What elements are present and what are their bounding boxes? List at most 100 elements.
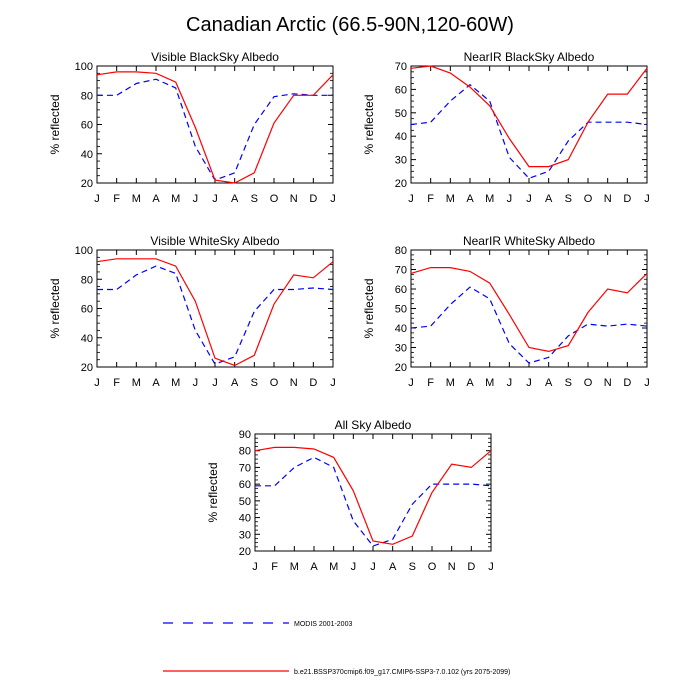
x-tick-label: S	[251, 377, 258, 389]
x-tick-label: M	[132, 193, 141, 205]
y-tick-label: 40	[81, 149, 93, 161]
y-tick-label: 80	[239, 446, 251, 458]
x-tick-label: M	[485, 193, 494, 205]
x-tick-label: A	[389, 561, 397, 573]
x-tick-label: J	[212, 193, 218, 205]
x-tick-label: D	[623, 377, 631, 389]
y-tick-label: 60	[239, 479, 251, 491]
x-tick-label: A	[231, 193, 239, 205]
legend-modis-label: MODIS 2001-2003	[294, 621, 352, 628]
x-tick-label: M	[171, 377, 180, 389]
x-tick-label: J	[526, 377, 532, 389]
x-tick-label: D	[309, 193, 317, 205]
y-axis-label: % reflected	[362, 94, 376, 154]
y-tick-label: 60	[81, 120, 93, 132]
x-tick-label: A	[310, 561, 318, 573]
x-tick-label: J	[507, 377, 513, 389]
y-tick-label: 40	[395, 131, 407, 143]
x-tick-label: J	[526, 193, 532, 205]
y-tick-label: 40	[239, 513, 251, 525]
x-tick-label: O	[428, 561, 437, 573]
x-tick-label: O	[270, 377, 279, 389]
y-tick-label: 100	[75, 61, 93, 73]
x-tick-label: S	[251, 193, 258, 205]
x-tick-label: F	[271, 561, 278, 573]
plot-frame	[254, 433, 492, 552]
x-tick-label: D	[309, 377, 317, 389]
y-tick-label: 90	[239, 429, 251, 441]
x-tick-label: F	[427, 193, 434, 205]
x-tick-label: A	[231, 377, 239, 389]
y-tick-label: 40	[395, 323, 407, 335]
x-tick-label: J	[330, 193, 336, 205]
plot-frame	[96, 249, 334, 368]
x-tick-label: S	[409, 561, 416, 573]
x-tick-label: M	[446, 377, 455, 389]
x-tick-label: A	[545, 193, 553, 205]
x-tick-label: M	[171, 193, 180, 205]
x-tick-label: A	[466, 193, 474, 205]
x-tick-label: A	[152, 377, 160, 389]
y-axis-label: % reflected	[362, 278, 376, 338]
panel-title: All Sky Albedo	[335, 418, 412, 432]
x-tick-label: J	[408, 377, 414, 389]
x-tick-label: N	[290, 377, 298, 389]
x-tick-label: S	[565, 193, 572, 205]
legend: MODIS 2001-2003 b.e21.BSSP370cmip6.f09_g…	[163, 621, 510, 676]
y-tick-label: 30	[395, 155, 407, 167]
x-tick-label: J	[330, 377, 336, 389]
x-tick-label: A	[466, 377, 474, 389]
x-tick-label: N	[604, 377, 612, 389]
series-line-modis	[97, 265, 334, 365]
panel-title: Visible WhiteSky Albedo	[150, 234, 280, 248]
y-axis-label: % reflected	[48, 278, 62, 338]
x-tick-label: J	[408, 193, 414, 205]
series-line-modis	[410, 286, 648, 364]
series-line-model	[254, 446, 492, 545]
x-tick-label: A	[152, 193, 160, 205]
series-line-model	[96, 71, 334, 184]
plot-frame	[410, 65, 648, 184]
x-tick-label: M	[290, 561, 299, 573]
series-line-model	[410, 267, 648, 353]
y-axis-label: % reflected	[48, 94, 62, 154]
y-tick-label: 80	[81, 274, 93, 286]
x-tick-label: J	[94, 193, 100, 205]
y-tick-label: 60	[395, 84, 407, 96]
x-tick-label: F	[427, 377, 434, 389]
x-tick-label: J	[252, 561, 258, 573]
x-tick-label: J	[351, 561, 357, 573]
x-tick-label: N	[290, 193, 298, 205]
series-line-model	[96, 258, 334, 367]
x-tick-label: J	[644, 377, 650, 389]
series-line-modis	[97, 78, 333, 181]
panel-title: NearIR BlackSky Albedo	[464, 50, 595, 64]
x-tick-label: M	[132, 377, 141, 389]
y-tick-label: 20	[395, 362, 407, 374]
y-tick-label: 50	[395, 304, 407, 316]
x-tick-label: S	[565, 377, 572, 389]
x-tick-label: A	[545, 377, 553, 389]
y-tick-label: 80	[81, 90, 93, 102]
x-tick-label: O	[270, 193, 279, 205]
y-tick-label: 20	[395, 178, 407, 190]
y-tick-label: 20	[81, 178, 93, 190]
y-tick-label: 100	[75, 245, 93, 257]
y-tick-label: 30	[395, 343, 407, 355]
x-tick-label: J	[644, 193, 650, 205]
plot-frame	[96, 65, 334, 184]
x-tick-label: O	[584, 377, 593, 389]
y-tick-label: 70	[395, 265, 407, 277]
x-tick-label: M	[446, 193, 455, 205]
y-axis-label: % reflected	[206, 462, 220, 522]
x-tick-label: J	[193, 193, 199, 205]
y-tick-label: 20	[239, 546, 251, 558]
series-line-modis	[410, 83, 648, 179]
figure-title: Canadian Arctic (66.5-90N,120-60W)	[186, 14, 514, 36]
legend-model-label: b.e21.BSSP370cmip6.f09_g17.CMIP6-SSP3-7.…	[294, 669, 510, 676]
